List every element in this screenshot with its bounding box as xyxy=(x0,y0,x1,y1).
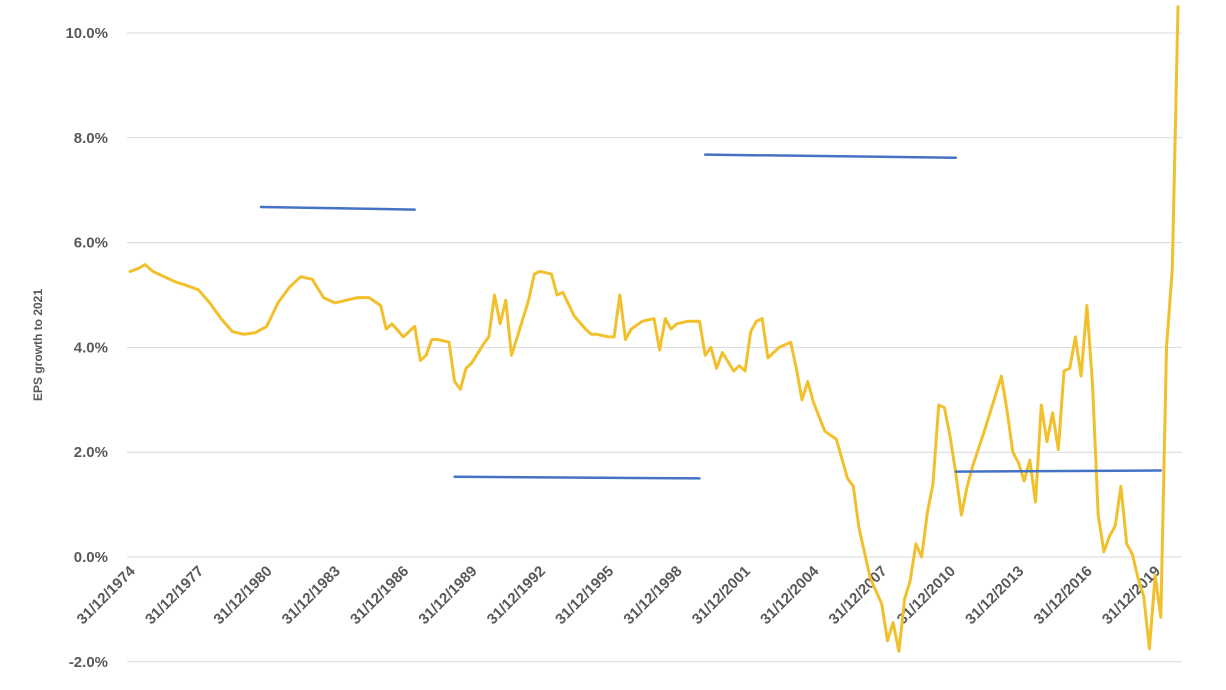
x-tick-label: 31/12/1977 xyxy=(142,563,207,628)
period-average-line xyxy=(703,153,958,159)
x-axis-ticks: 31/12/1974 31/12/1977 31/12/1980 31/12/1983… xyxy=(74,562,1164,628)
x-tick-label: 31/12/1986 xyxy=(347,563,412,628)
x-tick-label: 31/12/1983 xyxy=(279,563,344,628)
x-tick-label: 31/12/2001 xyxy=(689,563,754,628)
gridlines xyxy=(127,32,1182,663)
y-tick-label: 2.0% xyxy=(74,444,108,461)
x-tick-label: 31/12/1995 xyxy=(552,563,617,628)
period-average-line xyxy=(259,205,416,211)
x-tick-label: 31/12/1980 xyxy=(210,563,275,628)
y-tick-label: -2.0% xyxy=(69,654,108,671)
x-tick-label: 31/12/1998 xyxy=(620,563,685,628)
x-tick-label: 31/12/2013 xyxy=(962,563,1027,628)
y-tick-label: 8.0% xyxy=(74,130,108,147)
x-tick-label: 31/12/1974 xyxy=(74,562,140,628)
period-average-line xyxy=(453,475,701,480)
x-tick-label: 31/12/2016 xyxy=(1031,563,1096,628)
x-tick-label: 31/12/1989 xyxy=(415,563,480,628)
series-lines xyxy=(128,5,1180,653)
y-tick-label: 4.0% xyxy=(74,339,108,356)
y-axis-label: EPS growth to 2021 xyxy=(31,289,45,401)
y-axis-ticks: -2.0% 0.0% 2.0% 4.0% 6.0% 8.0% 10.0% xyxy=(65,25,108,671)
y-tick-label: 0.0% xyxy=(74,549,108,566)
x-tick-label: 31/12/2004 xyxy=(757,562,823,628)
x-tick-label: 31/12/2007 xyxy=(826,563,891,628)
period-average-line xyxy=(954,469,1163,473)
x-tick-label: 31/12/1992 xyxy=(484,563,549,628)
y-tick-label: 6.0% xyxy=(74,235,108,252)
eps-growth-line xyxy=(128,5,1180,653)
y-tick-label: 10.0% xyxy=(65,25,108,42)
